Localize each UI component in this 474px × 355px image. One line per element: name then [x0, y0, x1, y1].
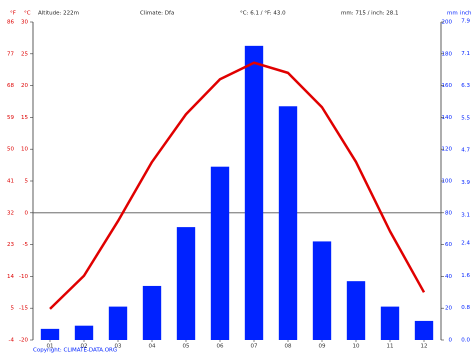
unit-f: °F: [10, 11, 16, 17]
precipitation-bar: [312, 241, 332, 340]
climate: Climate: Dfa: [140, 11, 174, 17]
y2-tick-label-inch: 7.9: [461, 18, 470, 24]
y2-tick-label-mm: 0: [449, 338, 453, 344]
precipitation-bar: [108, 306, 128, 340]
x-tick-label: 04: [149, 344, 156, 350]
y-tick-label-c: 0: [25, 210, 29, 216]
y-tick-label-f: 32: [7, 210, 14, 216]
temperature-line: [49, 61, 426, 310]
copyright: Copyright: CLIMATE-DATA.ORG: [33, 348, 117, 354]
y2-tick-label-inch: 1.6: [461, 273, 470, 279]
y2-tick-label-inch: 0.8: [461, 305, 470, 311]
y-tick-label-c: -5: [23, 242, 29, 248]
x-tick-label: 05: [183, 344, 190, 350]
y-tick-label-f: 23: [7, 242, 14, 248]
precipitation-bar: [176, 227, 196, 340]
y-tick-label-c: -20: [19, 338, 28, 344]
y2-tick-label-inch: 7.1: [461, 51, 470, 57]
y2-tick-label-inch: 0.0: [461, 338, 470, 344]
y-tick-label-c: 30: [21, 20, 28, 26]
y2-tick-label-mm: 120: [442, 147, 453, 153]
y2-tick-label-mm: 100: [442, 179, 453, 185]
y-tick-label-f: 50: [7, 147, 14, 153]
y-tick-label-c: 15: [21, 115, 28, 121]
precipitation-summary: mm: 715 / inch: 28.1: [341, 11, 399, 17]
y-tick-label-f: 86: [7, 20, 14, 26]
y-tick-label-c: 5: [25, 179, 29, 185]
x-tick-label: 08: [285, 344, 292, 350]
y-tick-label-c: 25: [21, 51, 28, 57]
x-tick-label: 01: [47, 344, 54, 350]
x-tick-label: 07: [251, 344, 258, 350]
precipitation-bar: [380, 306, 400, 340]
x-tick-label: 09: [319, 344, 326, 350]
x-tick-label: 02: [81, 344, 88, 350]
y-tick-label-f: 41: [7, 179, 14, 185]
y-tick-label-f: -4: [9, 338, 15, 344]
precipitation-bar: [210, 166, 230, 340]
precipitation-bar: [414, 320, 434, 340]
temperature-summary: °C: 6.1 / °F: 43.0: [240, 11, 286, 17]
y2-tick-label-mm: 60: [445, 242, 452, 248]
unit-inch: inch: [460, 11, 472, 17]
y-tick-label-c: -10: [19, 274, 28, 280]
precipitation-bar: [142, 285, 162, 340]
y2-tick-label-inch: 4.7: [461, 148, 470, 154]
precipitation-bar: [244, 45, 264, 340]
y2-tick-label-mm: 200: [442, 20, 453, 26]
y-tick-label-f: 68: [7, 83, 14, 89]
y2-tick-label-mm: 160: [442, 83, 453, 89]
x-tick-label: 06: [217, 344, 224, 350]
precipitation-bar: [40, 328, 60, 340]
y-tick-label-c: 10: [21, 147, 28, 153]
y-tick-label-c: 20: [21, 83, 28, 89]
y2-tick-label-inch: 2.4: [461, 241, 470, 247]
y2-tick-label-inch: 3.9: [461, 180, 470, 186]
y-tick-label-f: 14: [7, 274, 14, 280]
x-tick-label: 10: [353, 344, 360, 350]
unit-c: °C: [24, 11, 31, 17]
unit-mm: mm: [447, 11, 458, 17]
precipitation-bar: [346, 281, 366, 340]
x-tick-label: 12: [421, 344, 428, 350]
precipitation-bar: [278, 106, 298, 341]
y-tick-label-f: 5: [11, 306, 15, 312]
y2-tick-label-mm: 40: [445, 274, 452, 280]
altitude: Altitude: 222m: [38, 11, 79, 17]
x-tick-label: 11: [387, 344, 394, 350]
x-tick-label: 03: [115, 344, 122, 350]
y2-tick-label-mm: 180: [442, 51, 453, 57]
y2-tick-label-mm: 80: [445, 210, 452, 216]
y2-tick-label-mm: 140: [442, 115, 453, 121]
y-tick-label-f: 77: [7, 51, 14, 57]
y2-tick-label-inch: 6.3: [461, 83, 470, 89]
y2-tick-label-inch: 3.1: [461, 212, 470, 218]
y2-tick-label-mm: 20: [445, 306, 452, 312]
y-tick-label-c: -15: [19, 306, 28, 312]
precipitation-bar: [74, 325, 94, 340]
y2-tick-label-inch: 5.5: [461, 115, 470, 121]
y-tick-label-f: 59: [7, 115, 14, 121]
